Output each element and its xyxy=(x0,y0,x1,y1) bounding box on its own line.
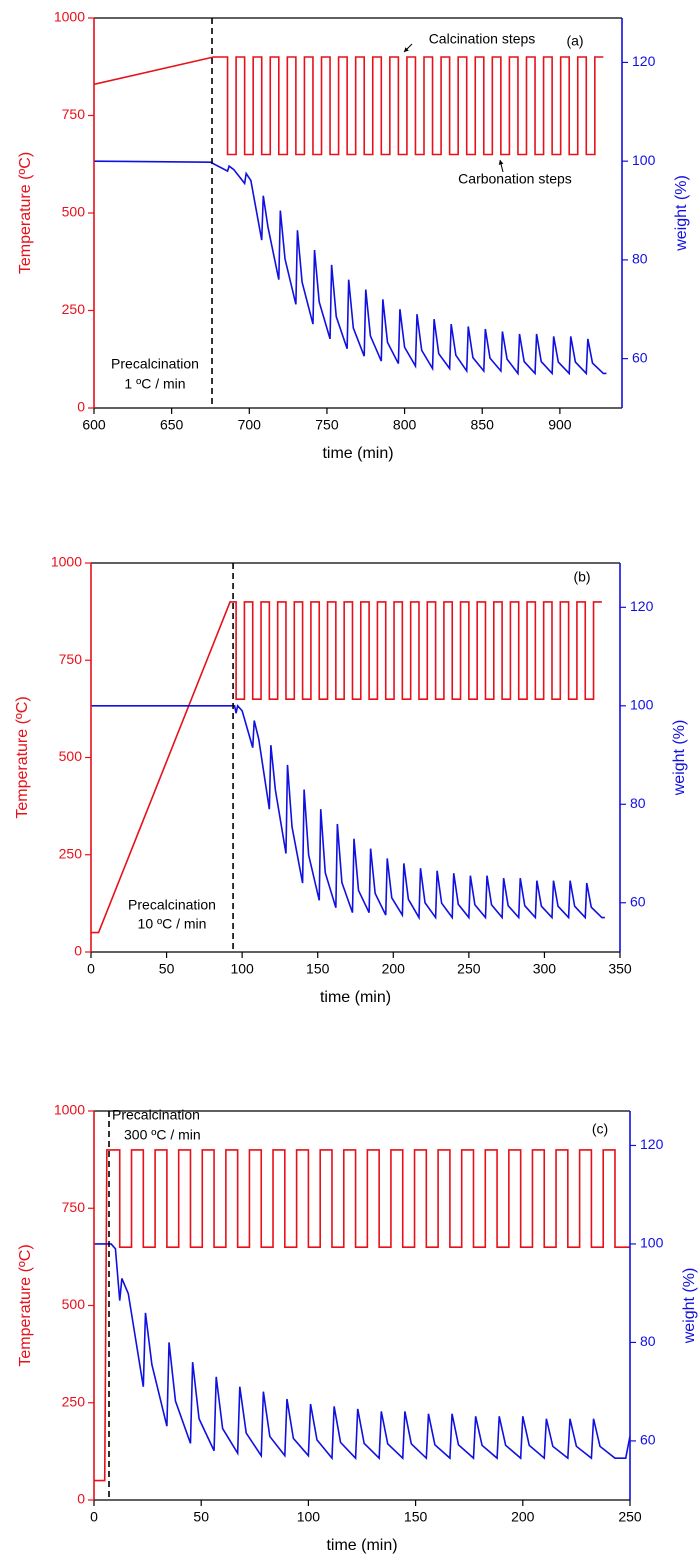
y2-tick-label: 120 xyxy=(630,598,654,614)
y-tick-label: 500 xyxy=(62,204,86,220)
y2-tick-label: 80 xyxy=(640,1333,656,1349)
y-tick-label: 0 xyxy=(74,943,82,959)
x-tick-label: 150 xyxy=(404,1509,428,1525)
y2-tick-label: 60 xyxy=(632,349,648,365)
plot: 0 50 100 150 200 250 0 250 500 750 1000 60 80 100 120 t… xyxy=(17,1102,698,1555)
y2-tick-label: 120 xyxy=(640,1136,664,1152)
x-axis-label: time (min) xyxy=(322,445,393,462)
y-tick-label: 0 xyxy=(77,399,85,415)
y-tick-label: 0 xyxy=(77,1491,85,1507)
x-tick-label: 150 xyxy=(306,961,330,977)
data-line xyxy=(94,160,607,376)
x-tick-label: 650 xyxy=(160,417,184,433)
annotation: 10 ºC / min xyxy=(138,916,207,932)
annotation: (a) xyxy=(566,33,583,49)
x-tick-label: 0 xyxy=(90,1509,98,1525)
x-tick-label: 600 xyxy=(82,417,106,433)
y-axis-label: Temperature (ºC) xyxy=(17,1244,34,1366)
arrow-head xyxy=(404,47,409,52)
data-line xyxy=(91,704,605,921)
data-line xyxy=(94,56,604,156)
x-axis-label: time (min) xyxy=(320,989,391,1006)
x-tick-label: 300 xyxy=(533,961,557,977)
x-tick-label: 700 xyxy=(238,417,262,433)
annotation: Precalcination xyxy=(111,356,199,372)
y-axis-label: Temperature (ºC) xyxy=(17,152,34,274)
y-tick-label: 250 xyxy=(62,301,86,317)
y-axis-label: Temperature (ºC) xyxy=(14,696,31,818)
x-tick-label: 750 xyxy=(315,417,339,433)
y2-tick-label: 100 xyxy=(632,152,656,168)
annotation: Calcination steps xyxy=(429,31,536,47)
annotation: (c) xyxy=(592,1121,608,1137)
x-tick-label: 800 xyxy=(393,417,417,433)
x-tick-label: 900 xyxy=(548,417,572,433)
y2-tick-label: 60 xyxy=(640,1432,656,1448)
annotation: 1 ºC / min xyxy=(124,376,185,392)
y-tick-label: 250 xyxy=(59,845,83,861)
x-tick-label: 0 xyxy=(87,961,95,977)
data-line xyxy=(94,1243,630,1461)
y-tick-label: 500 xyxy=(62,1296,86,1312)
annotation: Carbonation steps xyxy=(458,171,572,187)
data-line xyxy=(94,1149,630,1482)
y-tick-label: 750 xyxy=(59,651,83,667)
x-tick-label: 50 xyxy=(159,961,175,977)
y-tick-label: 1000 xyxy=(54,1102,85,1118)
y2-axis-label: weight (%) xyxy=(671,720,688,797)
y-tick-label: 1000 xyxy=(54,9,85,25)
annotation: (b) xyxy=(573,569,590,585)
data-line xyxy=(91,601,602,934)
y2-tick-label: 100 xyxy=(630,697,654,713)
plot: 0 50 100 150 200 250 300 350 0 250 500 750 1000 60 80 1… xyxy=(14,554,688,1007)
annotation: Precalcination xyxy=(128,897,216,913)
x-tick-label: 350 xyxy=(608,961,632,977)
y-tick-label: 1000 xyxy=(51,554,82,570)
y2-tick-label: 80 xyxy=(632,251,648,267)
arrow-head xyxy=(498,160,504,165)
y2-tick-label: 120 xyxy=(632,53,656,69)
y-tick-label: 250 xyxy=(62,1393,86,1409)
x-tick-label: 250 xyxy=(457,961,481,977)
annotation: 300 ºC / min xyxy=(124,1127,201,1143)
plot: 600 650 700 750 800 850 900 0 250 500 750 1000 60 80 1… xyxy=(17,9,690,463)
x-axis-label: time (min) xyxy=(326,1537,397,1554)
y-tick-label: 750 xyxy=(62,1199,86,1215)
x-tick-label: 200 xyxy=(511,1509,535,1525)
y-tick-label: 500 xyxy=(59,748,83,764)
x-tick-label: 850 xyxy=(471,417,495,433)
annotation: Precalcination xyxy=(112,1107,200,1123)
y2-tick-label: 80 xyxy=(630,795,646,811)
y2-axis-label: weight (%) xyxy=(673,175,690,252)
x-tick-label: 250 xyxy=(618,1509,642,1525)
x-tick-label: 100 xyxy=(230,961,254,977)
y-tick-label: 750 xyxy=(62,106,86,122)
x-tick-label: 100 xyxy=(297,1509,321,1525)
x-tick-label: 200 xyxy=(382,961,406,977)
y2-axis-label: weight (%) xyxy=(681,1268,698,1345)
y2-tick-label: 100 xyxy=(640,1235,664,1251)
y2-tick-label: 60 xyxy=(630,893,646,909)
x-tick-label: 50 xyxy=(193,1509,209,1525)
